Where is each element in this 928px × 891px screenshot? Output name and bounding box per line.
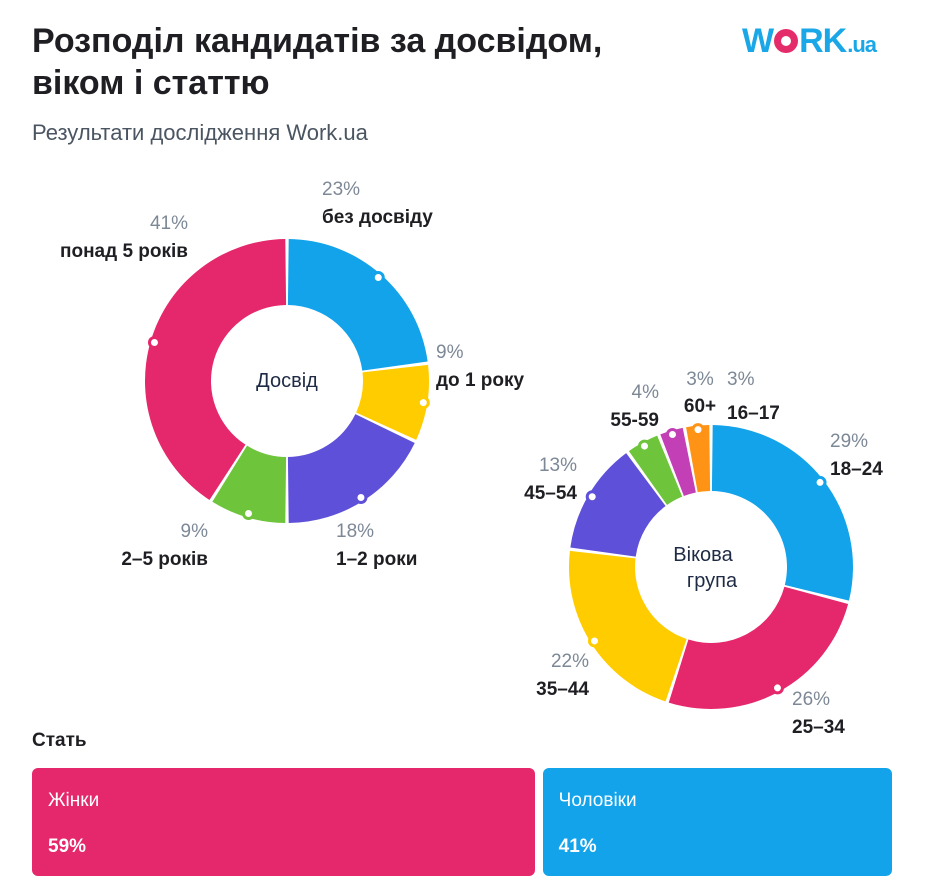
age-value-label-3: 22% [551,651,589,672]
experience-value-label-5: 41% [150,213,188,234]
age-category-label-4: 45–54 [524,483,577,504]
age-value-label-4: 13% [539,455,577,476]
experience-slice-2 [356,364,430,440]
page-title: Розподіл кандидатів за досвідом, віком і… [32,22,603,102]
logo-suffix: .ua [847,32,877,57]
age-marker-7 [691,423,705,437]
age-category-label-7: 16–17 [727,403,780,424]
experience-category-label-1: без досвіду [322,207,433,228]
experience-marker-4 [241,507,255,521]
experience-slice-1 [287,239,428,371]
age-category-label-5: 55-59 [610,410,659,431]
age-slice-1 [711,425,853,601]
logo-letters-rk: RK [799,22,847,60]
gender-bar-men-value: 41% [558,836,597,857]
age-category-label-1: 18–24 [830,459,883,480]
age-slice-4 [570,453,666,557]
experience-category-label-2: до 1 року [436,370,525,391]
age-center-title-line-2: група [687,570,738,592]
experience-donut: 23% без досвіду 9% до 1 року 18% 1–2 роки 9% 2–… [60,179,525,570]
age-slice-5 [628,435,683,505]
age-donut: 29% 18–24 26% 25–34 22% 35–44 13% 45–54 4% 55-59 3… [524,369,883,738]
age-slice-6 [660,427,696,497]
experience-category-label-3: 1–2 роки [336,549,417,570]
gender-bar-men-label: Чоловіки [558,790,637,811]
experience-slice-4 [212,445,287,523]
logo-letter-w: W [742,22,774,60]
age-category-label-3: 35–44 [536,679,589,700]
age-marker-3 [587,634,601,648]
gender-bar-women-value: 59% [48,836,87,857]
age-value-label-2: 26% [792,689,830,710]
age-slice-7 [686,425,711,493]
gender-chart-title: Стать [32,730,87,751]
age-marker-4 [585,490,599,504]
age-marker-5 [638,439,652,453]
experience-slice-5 [145,239,287,500]
gender-bar-women: Жінки 59% [32,768,535,876]
work-ua-logo: W RK .ua [742,22,877,61]
age-value-label-1: 29% [830,431,868,452]
age-category-label-2: 25–34 [792,717,845,738]
experience-value-label-4: 9% [181,521,209,542]
age-center-title-line-1: Вікова [673,544,733,566]
logo-dot-icon [774,29,799,53]
age-marker-1 [813,475,827,489]
age-marker-6 [665,427,679,441]
age-value-label-5: 4% [632,382,660,403]
experience-category-label-4: 2–5 років [121,549,208,570]
age-marker-2 [770,681,784,695]
experience-marker-2 [416,396,430,410]
experience-value-label-2: 9% [436,342,464,363]
age-slice-2 [668,586,849,709]
age-category-label-6: 60+ [684,396,716,417]
age-slice-3 [569,550,687,702]
experience-slice-3 [287,414,415,523]
age-value-label-6: 3% [686,369,714,390]
gender-bar-women-label: Жінки [48,790,100,811]
experience-marker-1 [371,270,385,284]
experience-value-label-1: 23% [322,179,360,200]
age-value-label-7: 3% [727,369,755,390]
gender-bar-men: Чоловіки 41% [542,768,892,876]
experience-marker-5 [147,335,161,349]
experience-center-title: Досвід [256,370,318,392]
experience-value-label-3: 18% [336,521,374,542]
experience-category-label-5: понад 5 років [60,241,188,262]
page-subtitle: Результати дослідження Work.ua [32,120,368,145]
experience-marker-3 [354,491,368,505]
